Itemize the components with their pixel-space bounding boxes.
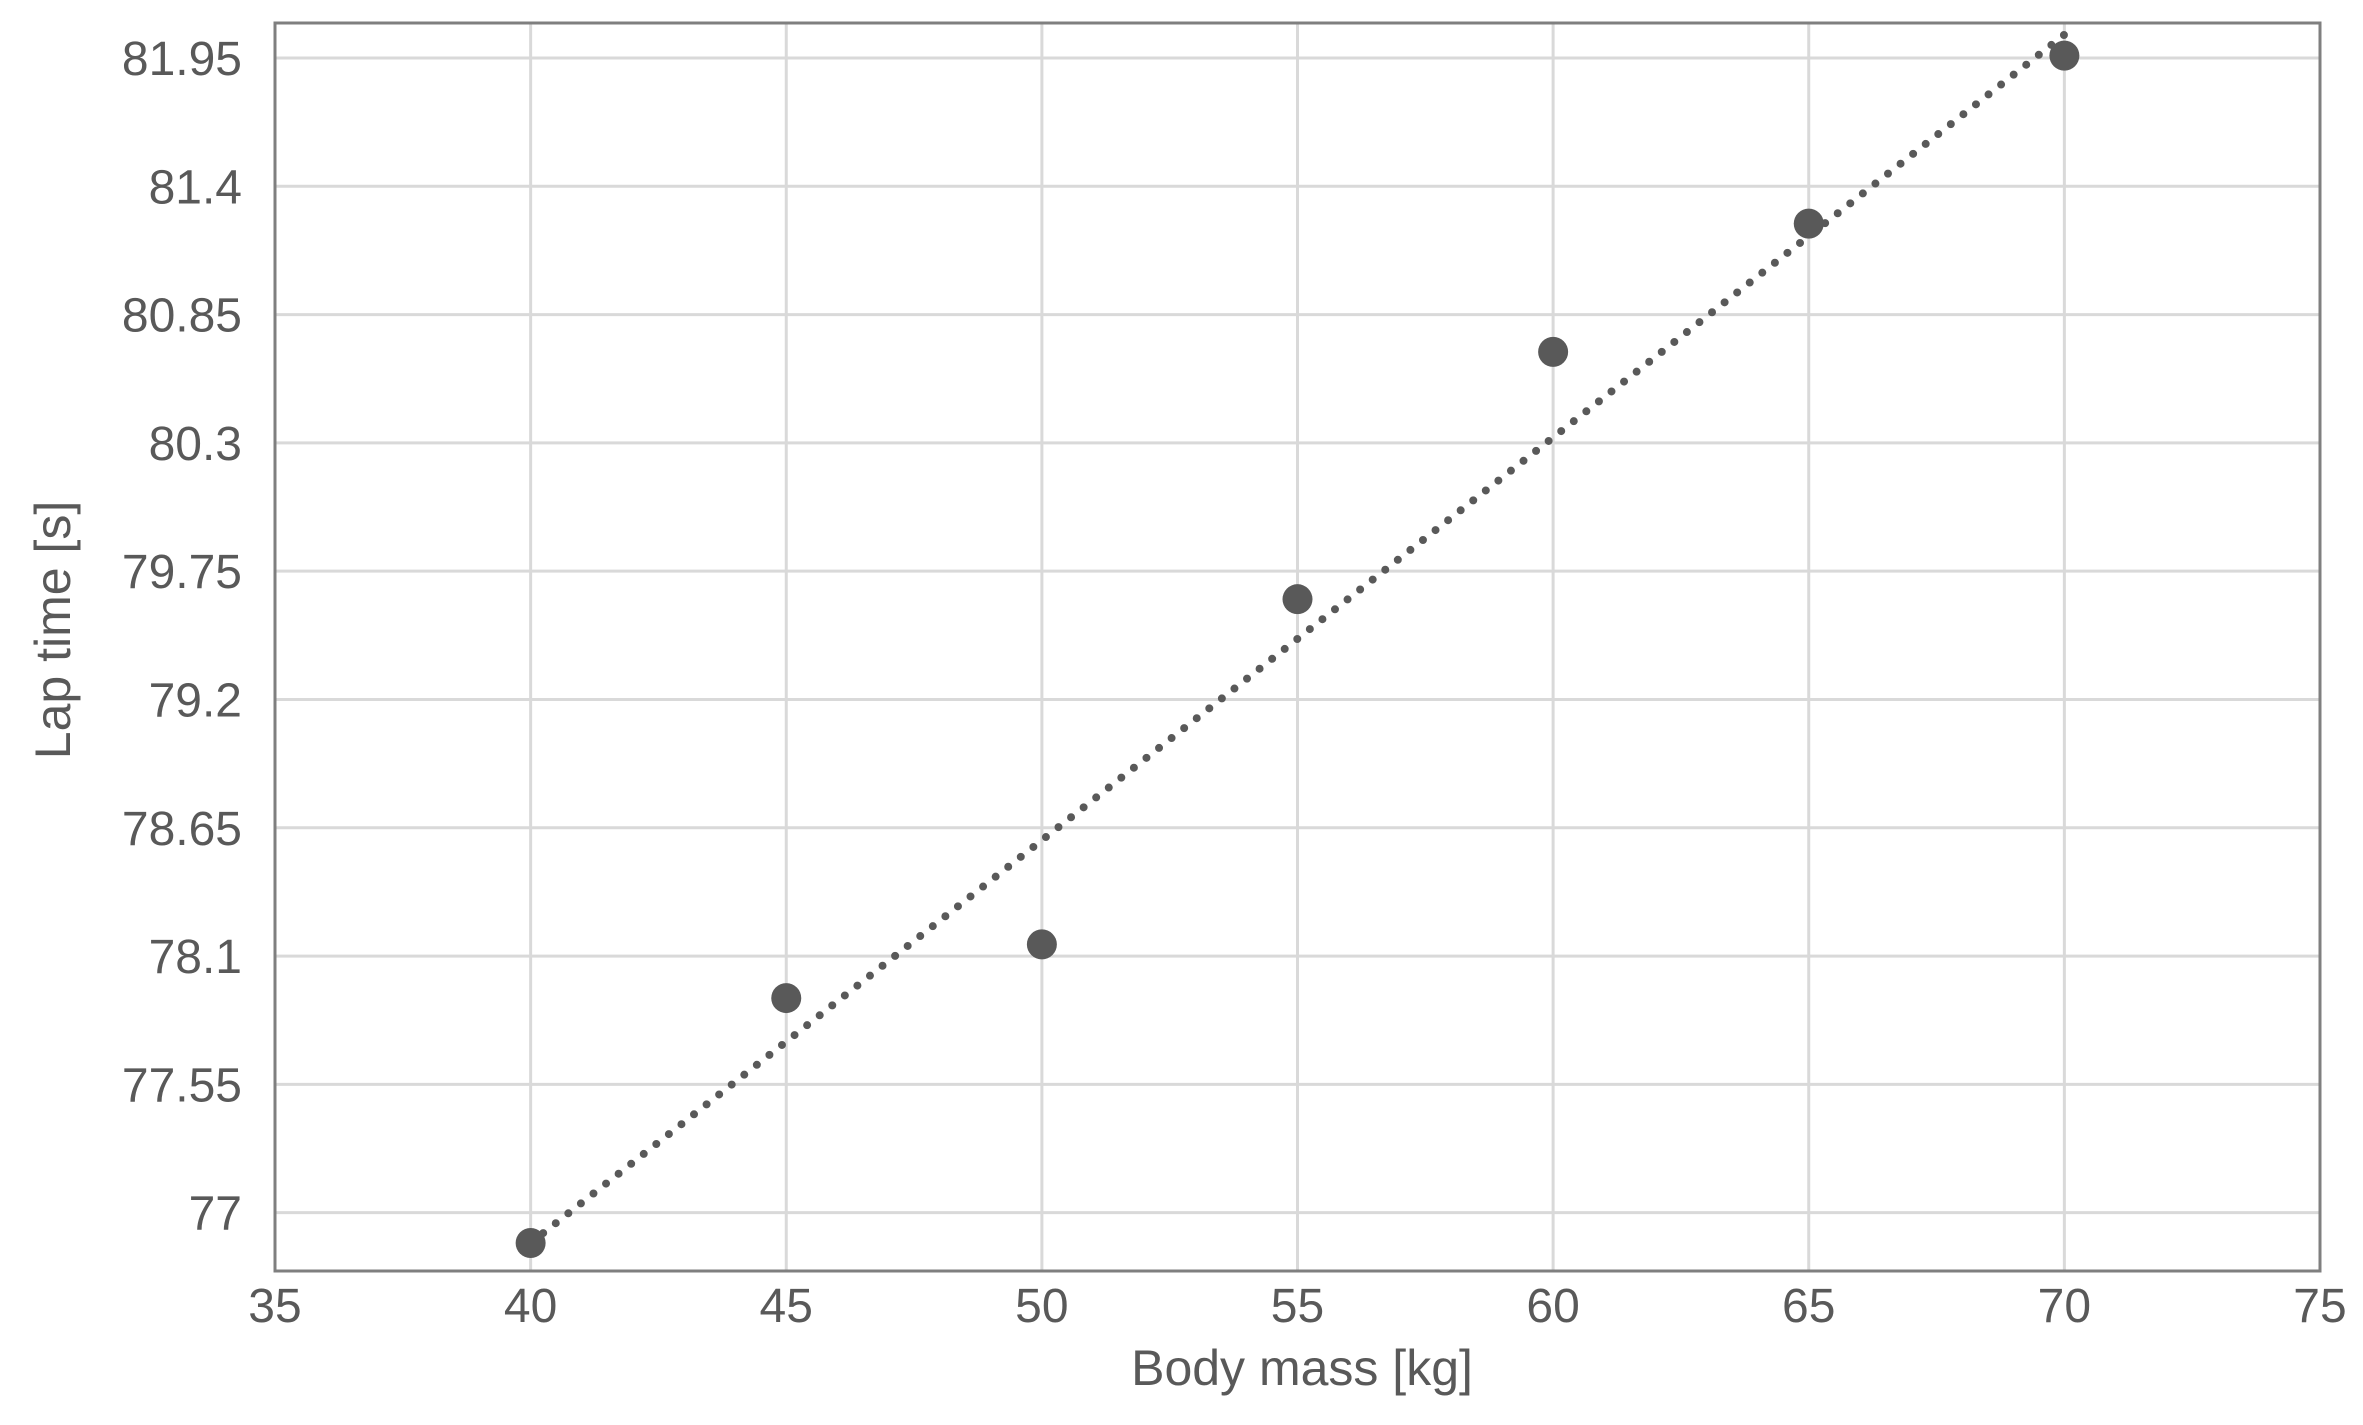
x-tick-label: 35 bbox=[248, 1280, 301, 1333]
plot-area-border bbox=[273, 21, 2322, 1273]
x-axis-ticks: 35 40 45 50 55 60 65 70 75 bbox=[248, 1280, 2346, 1333]
x-tick-label: 75 bbox=[2293, 1280, 2346, 1333]
trendline bbox=[526, 30, 2069, 1248]
data-point bbox=[1282, 584, 1313, 615]
data-point bbox=[1793, 208, 1824, 239]
data-point bbox=[515, 1228, 546, 1259]
data-point bbox=[1538, 336, 1569, 367]
data-point bbox=[771, 983, 802, 1014]
y-tick-label: 81.95 bbox=[122, 33, 242, 86]
y-tick-label: 77.55 bbox=[122, 1059, 242, 1112]
x-tick-label: 70 bbox=[2038, 1280, 2091, 1333]
y-tick-label: 78.1 bbox=[149, 931, 242, 984]
x-tick-label: 40 bbox=[504, 1280, 557, 1333]
trendline-group bbox=[526, 30, 2069, 1248]
data-point bbox=[2049, 40, 2080, 71]
data-points bbox=[515, 40, 2080, 1259]
data-point bbox=[1026, 929, 1057, 960]
x-tick-label: 50 bbox=[1015, 1280, 1068, 1333]
y-tick-label: 79.75 bbox=[122, 546, 242, 599]
y-axis-ticks: 77 77.55 78.1 78.65 79.2 79.75 80.3 80.85 81.4 81… bbox=[122, 33, 242, 1241]
y-tick-label: 79.2 bbox=[149, 674, 242, 727]
x-tick-label: 65 bbox=[1782, 1280, 1835, 1333]
y-tick-label: 78.65 bbox=[122, 803, 242, 856]
x-tick-label: 55 bbox=[1271, 1280, 1324, 1333]
y-tick-label: 81.4 bbox=[149, 161, 242, 214]
y-tick-label: 80.85 bbox=[122, 290, 242, 343]
x-tick-label: 45 bbox=[760, 1280, 813, 1333]
y-tick-label: 77 bbox=[189, 1188, 242, 1241]
y-tick-label: 80.3 bbox=[149, 418, 242, 471]
x-axis-title: Body mass [kg] bbox=[1131, 1340, 1473, 1396]
y-axis-title: Lap time [s] bbox=[25, 501, 81, 759]
grid-lines bbox=[273, 23, 2322, 1271]
x-tick-label: 60 bbox=[1526, 1280, 1579, 1333]
